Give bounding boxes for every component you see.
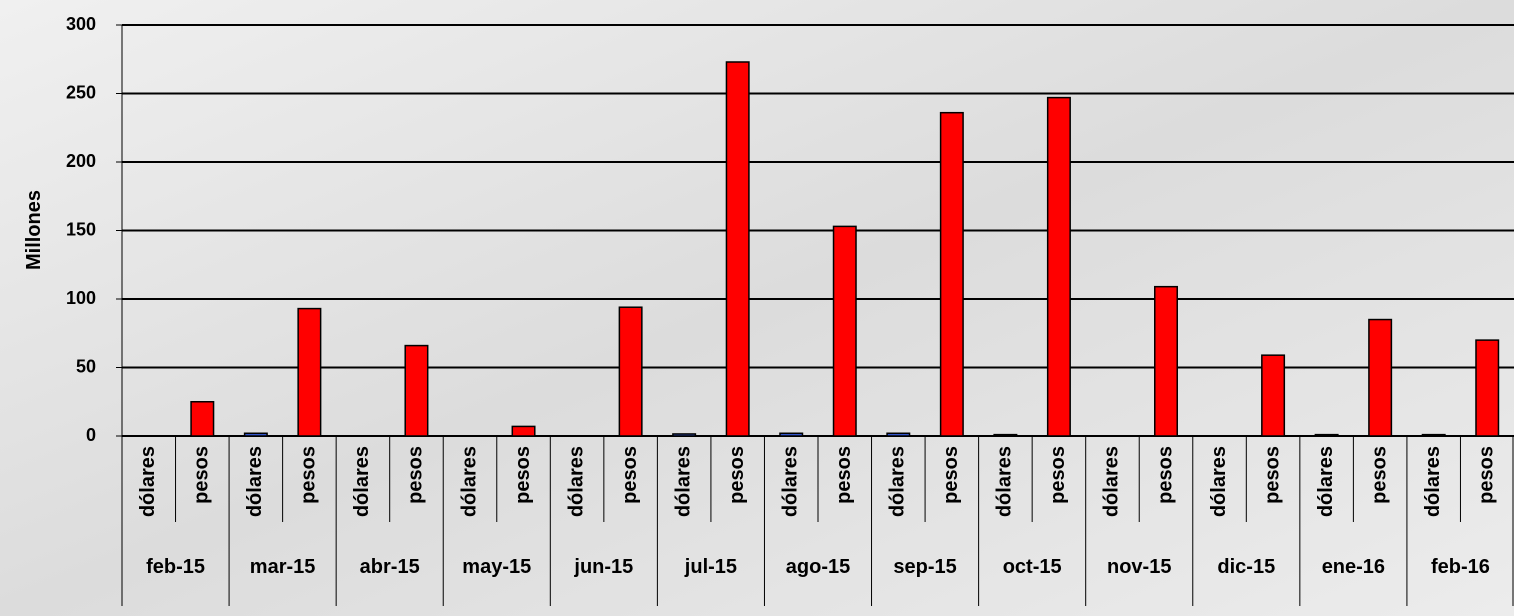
x-group-label: nov-15: [1107, 556, 1171, 578]
x-sub-label: dólares: [1208, 446, 1230, 517]
x-group-label: oct-15: [1003, 556, 1062, 578]
bar: [1261, 354, 1286, 437]
bar: [243, 432, 268, 437]
y-axis-title: Millones: [23, 190, 45, 270]
bar: [725, 61, 750, 437]
bar: [190, 401, 215, 437]
bar: [993, 433, 1018, 437]
x-sub-label: pesos: [833, 446, 855, 504]
x-group-label: ene-16: [1322, 556, 1385, 578]
y-tick-label: 200: [66, 151, 96, 171]
x-sub-label: dólares: [1315, 446, 1337, 517]
bar: [1046, 96, 1071, 437]
bar: [1421, 433, 1446, 437]
x-group-label: jun-15: [573, 556, 633, 578]
x-group-label: dic-15: [1217, 556, 1275, 578]
x-sub-label: pesos: [1368, 446, 1390, 504]
bar: [404, 344, 429, 437]
bar: [618, 306, 643, 437]
bar: [672, 433, 697, 437]
x-sub-label: pesos: [191, 446, 213, 504]
x-sub-label: pesos: [619, 446, 641, 504]
bar: [511, 425, 536, 437]
x-sub-label: dólares: [672, 446, 694, 517]
x-sub-label: pesos: [1261, 446, 1283, 504]
bar: [832, 225, 857, 437]
x-group-label: ago-15: [786, 556, 850, 578]
x-sub-label: pesos: [405, 446, 427, 504]
bar: [886, 432, 911, 437]
y-tick-label: 50: [76, 356, 96, 376]
x-sub-label: dólares: [244, 446, 266, 517]
bar: [779, 432, 804, 437]
x-sub-label: pesos: [512, 446, 534, 504]
x-sub-label: dólares: [565, 446, 587, 517]
x-group-label: feb-16: [1431, 556, 1490, 578]
x-sub-label: dólares: [887, 446, 909, 517]
x-group-label: sep-15: [893, 556, 956, 578]
bar: [939, 111, 964, 437]
x-sub-label: dólares: [1101, 446, 1123, 517]
x-sub-label: dólares: [780, 446, 802, 517]
x-sub-label: dólares: [458, 446, 480, 517]
x-group-label: mar-15: [250, 556, 316, 578]
x-sub-label: pesos: [298, 446, 320, 504]
bar: [1475, 339, 1500, 437]
y-tick-label: 0: [86, 425, 96, 445]
x-sub-label: dólares: [351, 446, 373, 517]
bar: [297, 307, 322, 437]
x-group-label: feb-15: [146, 556, 205, 578]
y-tick-label: 300: [66, 14, 96, 34]
x-group-label: may-15: [462, 556, 531, 578]
bar: [1154, 285, 1178, 437]
x-group-label: abr-15: [360, 556, 420, 578]
bar: [1368, 318, 1393, 437]
x-sub-label: dólares: [1422, 446, 1444, 517]
y-tick-label: 250: [66, 82, 96, 102]
x-sub-label: dólares: [137, 446, 159, 517]
y-tick-label: 150: [66, 219, 96, 239]
y-tick-label: 100: [66, 288, 96, 308]
x-sub-label: pesos: [940, 446, 962, 504]
x-sub-label: dólares: [994, 446, 1016, 517]
x-group-label: jul-15: [684, 556, 737, 578]
x-sub-label: pesos: [1154, 446, 1176, 504]
x-sub-label: pesos: [1047, 446, 1069, 504]
x-sub-label: pesos: [1476, 446, 1498, 504]
bar: [1314, 433, 1339, 437]
x-sub-label: pesos: [726, 446, 748, 504]
